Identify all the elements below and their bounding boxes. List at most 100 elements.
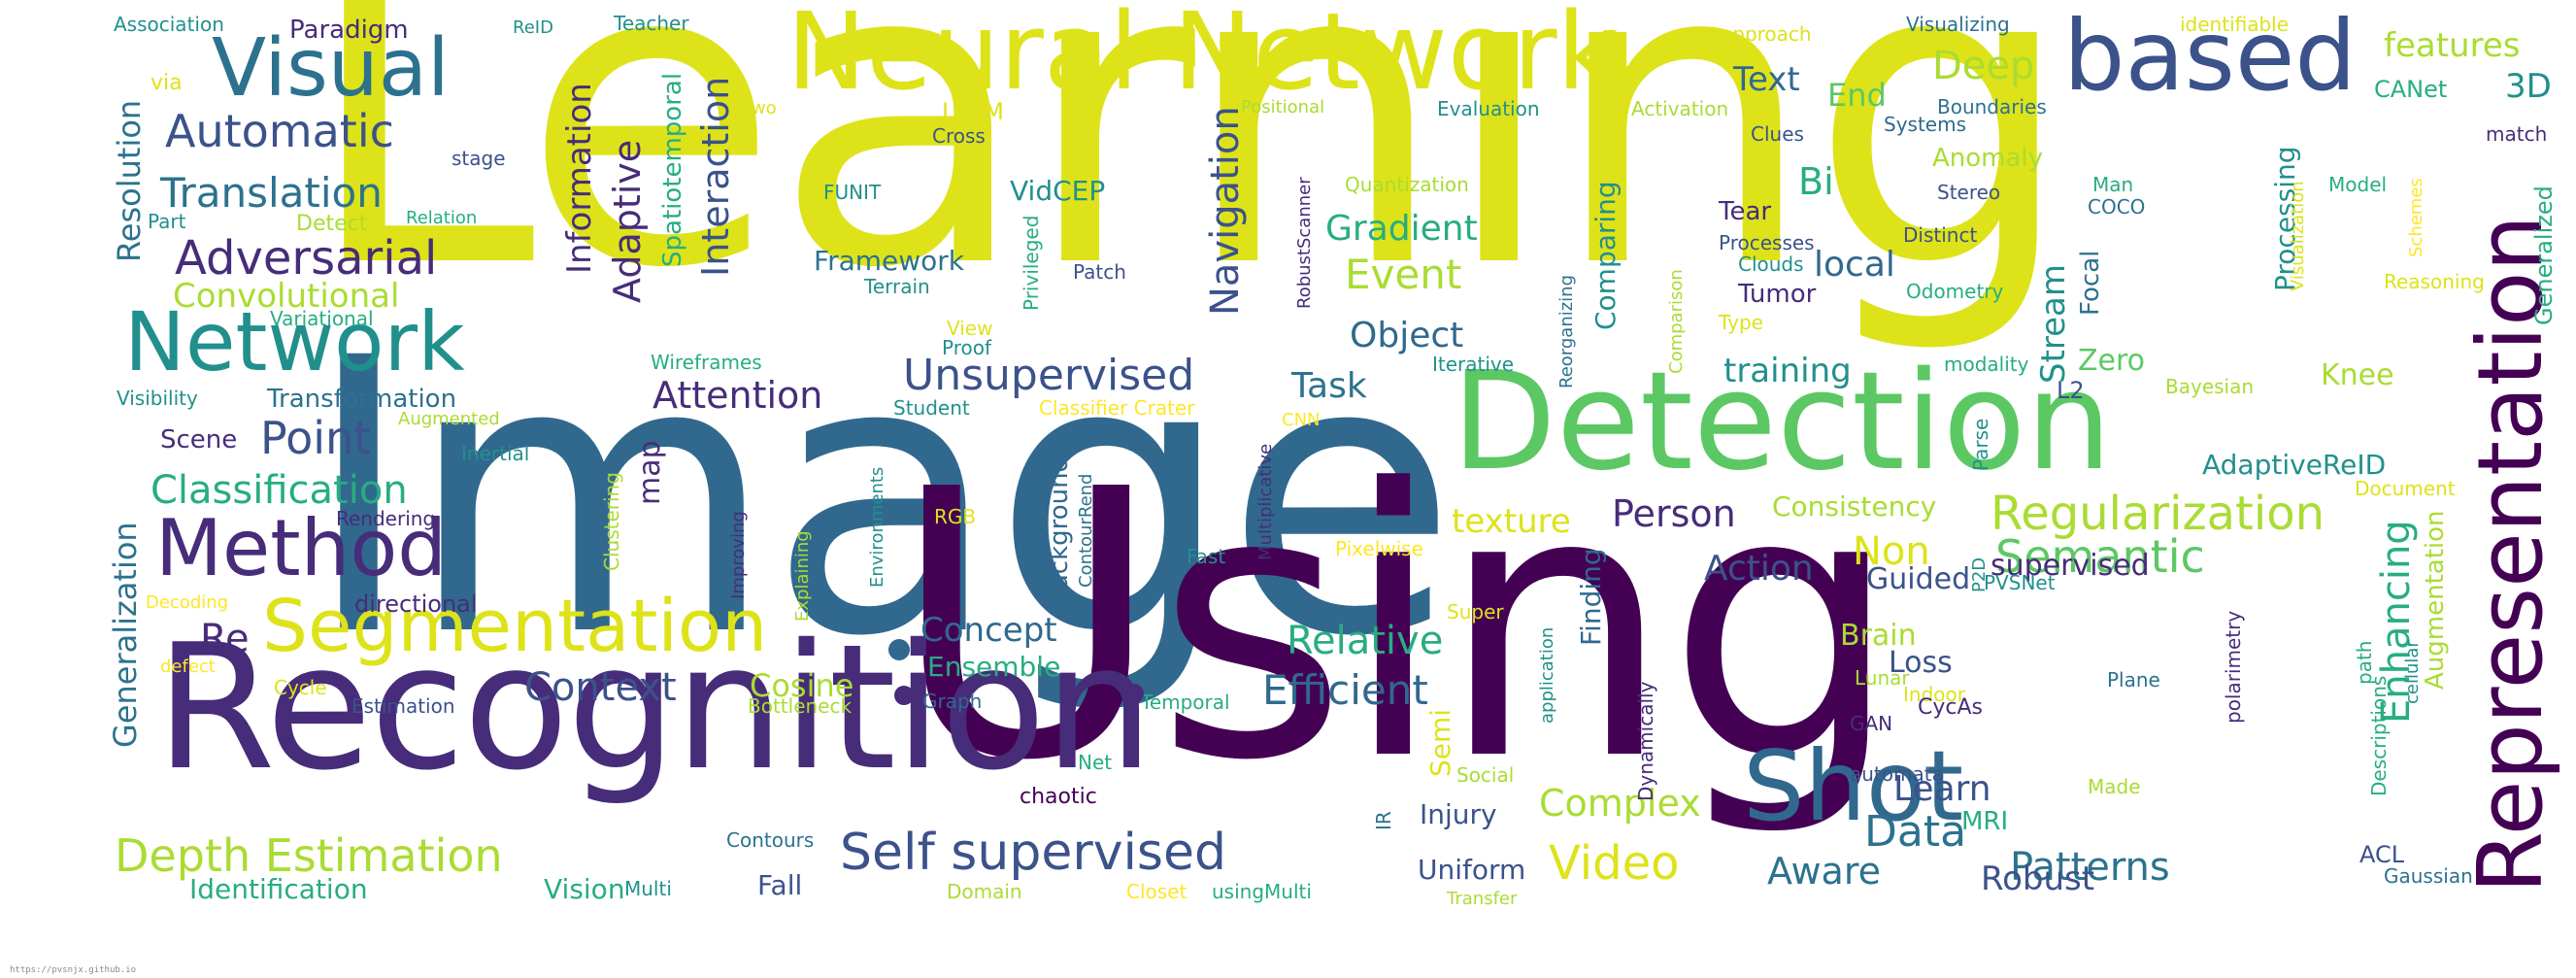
word-pixelwise: Pixelwise: [1335, 537, 1423, 560]
word-identification: Identification: [189, 873, 368, 905]
word-patch: Patch: [1073, 260, 1126, 284]
word-terrain: Terrain: [864, 275, 930, 298]
word-visibility: Visibility: [117, 387, 198, 410]
footer-url: https://pvsnjx.github.io: [10, 965, 137, 975]
word-lunar: Lunar: [1855, 666, 1910, 690]
word-deep: Deep: [1932, 44, 2035, 88]
word-closet: Closet: [1126, 880, 1188, 903]
word-comparison: Comparison: [1666, 269, 1687, 374]
word-texture: texture: [1452, 502, 1571, 541]
word-quantization: Quantization: [1345, 173, 1469, 196]
word-relation: Relation: [406, 208, 478, 228]
word-defect: defect: [160, 657, 216, 677]
word-point: Point: [260, 412, 372, 464]
word-object: Object: [1350, 316, 1464, 355]
word-augmentation: Augmentation: [2421, 510, 2450, 690]
word-finding: Finding: [1575, 548, 1607, 646]
word-knee: Knee: [2321, 358, 2394, 392]
word-distinct: Distinct: [1903, 223, 1978, 247]
word-person: Person: [1612, 492, 1736, 535]
word-visual: Visual: [212, 22, 450, 115]
word-using: Using: [891, 411, 1901, 841]
word-two: two: [745, 98, 777, 118]
word-mri: MRI: [1961, 807, 2009, 836]
word-explaining: Explaining: [792, 530, 813, 622]
word-reid: ReID: [513, 17, 553, 38]
word-schemes: Schemes: [2406, 178, 2426, 257]
word-decoding: Decoding: [146, 592, 229, 613]
word-visualization: Visualization: [2288, 181, 2308, 291]
word-gan: GAN: [1850, 712, 1893, 735]
word-indoor: Indoor: [1903, 683, 1965, 706]
word-reasoning: Reasoning: [2384, 270, 2485, 293]
word-match: match: [2486, 122, 2548, 146]
word-usingmulti: usingMulti: [1212, 880, 1312, 903]
word-interaction: Interaction: [694, 76, 737, 277]
word-visualizing: Visualizing: [1906, 13, 2010, 36]
word-guided: Guided: [1866, 562, 1971, 596]
word-depth-estimation: Depth Estimation: [115, 829, 503, 882]
word-concept: Concept: [920, 611, 1057, 650]
word-processes: Processes: [1719, 231, 1815, 254]
word-loss: Loss: [1889, 646, 1953, 680]
word-segmentation: Segmentation: [262, 585, 768, 668]
word-clustering: Clustering: [600, 472, 623, 571]
word-iterative: Iterative: [1432, 353, 1515, 376]
word-cycle: Cycle: [274, 676, 327, 699]
word-complex: Complex: [1539, 782, 1701, 825]
word-directional: directional: [354, 590, 478, 618]
word-adaptive: Adaptive: [606, 139, 649, 303]
word-application: application: [1537, 626, 1557, 724]
word-cross: Cross: [932, 124, 986, 148]
word-resolution: Resolution: [111, 99, 148, 262]
word-fast: Fast: [1187, 545, 1226, 568]
word-paradigm: Paradigm: [289, 16, 409, 45]
word-multi: Multi: [624, 877, 672, 900]
word-detection: Detection: [1452, 343, 2113, 501]
word-variational: Variational: [270, 307, 374, 330]
word-task: Task: [1291, 366, 1367, 406]
word-uniform: Uniform: [1418, 854, 1526, 886]
word-zero: Zero: [2078, 344, 2146, 378]
word-proof: Proof: [942, 336, 992, 359]
word-navigation: Navigation: [1203, 106, 1248, 316]
word-supervised: supervised: [1991, 549, 2150, 583]
word-dynamically: Dynamically: [1634, 681, 1657, 801]
word-rgb: RGB: [934, 505, 977, 528]
word-attention: Attention: [652, 374, 823, 417]
word-cosine: Cosine: [750, 667, 854, 704]
word-re: Re: [200, 617, 250, 661]
word-learning: Learning: [303, 0, 2075, 359]
word-bottleneck: Bottleneck: [748, 694, 853, 718]
word-classification: Classification: [151, 468, 408, 513]
word-generalized: Generalized: [2530, 185, 2558, 325]
word-transformation: Transformation: [267, 385, 457, 414]
word-clouds: Clouds: [1738, 253, 1804, 276]
word-scene: Scene: [160, 425, 238, 455]
word-ensemble: Ensemble: [927, 651, 1061, 683]
word-features: features: [2384, 26, 2521, 65]
word-vision: Vision: [544, 873, 625, 905]
word-injury: Injury: [1420, 798, 1497, 830]
word-video: Video: [1549, 836, 1680, 891]
word-spatiotemporal: Spatiotemporal: [658, 72, 687, 267]
word-network: Network: [124, 294, 465, 389]
word-end: End: [1827, 77, 1887, 114]
word-method: Method: [155, 503, 448, 593]
word-neural-network: Neural Network: [786, 0, 1620, 114]
word-approach: approach: [1721, 22, 1812, 46]
word-cellular: cellular: [2402, 640, 2423, 704]
word-fall: Fall: [757, 869, 803, 901]
word-data: Data: [1864, 807, 1967, 857]
word-comparing: Comparing: [1589, 181, 1622, 330]
word-made: Made: [2088, 775, 2141, 798]
word-reorganizing: Reorganizing: [1556, 274, 1577, 388]
word-environments: Environments: [867, 466, 887, 588]
word-super: Super: [1447, 600, 1504, 624]
word-event: Event: [1345, 251, 1462, 298]
word-type: Type: [1719, 311, 1763, 334]
word-robustscanner: RobustScanner: [1294, 177, 1315, 309]
word-action: Action: [1704, 549, 1814, 589]
word-background: Background: [1045, 455, 1074, 607]
